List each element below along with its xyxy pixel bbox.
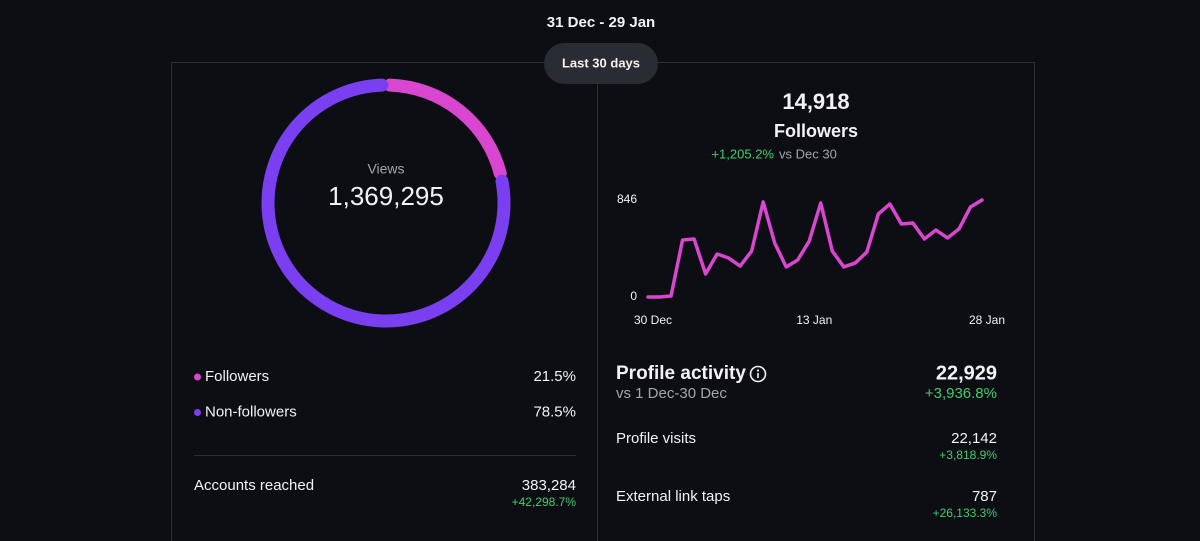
donut-center-label: Views [367, 161, 404, 177]
accounts-reached-change: +42,298.7% [512, 495, 577, 509]
profile-activity-subtitle: vs 1 Dec-30 Dec [616, 385, 727, 402]
profile-activity-total: 22,929 [936, 362, 997, 384]
legend-label: Followers [205, 368, 269, 385]
followers-comparison: vs Dec 30 [779, 146, 837, 161]
followers-count: 14,918 [782, 89, 849, 114]
profile-activity-title: Profile activity [616, 363, 746, 384]
period-button[interactable] [544, 43, 658, 84]
legend-label: Non-followers [205, 403, 297, 420]
row-value: 22,142 [951, 430, 997, 447]
row-label: External link taps [616, 488, 730, 505]
views-donut [261, 78, 511, 328]
donut-center-value: 1,369,295 [328, 181, 444, 211]
x-tick-label: 28 Jan [969, 313, 1005, 327]
accounts-reached-value: 383,284 [522, 477, 576, 494]
accounts-reached-label: Accounts reached [194, 477, 314, 494]
line-series [646, 198, 984, 299]
period-button-label[interactable]: Last 30 days [562, 55, 640, 70]
y-tick-label: 0 [630, 289, 637, 303]
profile-activity-change: +3,936.8% [925, 385, 997, 402]
row-value: 787 [972, 488, 997, 505]
x-tick-label: 13 Jan [796, 313, 832, 327]
legend-value: 78.5% [533, 403, 576, 420]
followers-change: +1,205.2% [711, 146, 774, 161]
legend-dot [194, 409, 201, 416]
x-tick-label: 30 Dec [634, 313, 672, 327]
followers-line-chart: 0 846 30 Dec 13 Jan 28 Jan [617, 192, 1005, 327]
followers-label: Followers [774, 121, 858, 141]
legend-value: 21.5% [533, 368, 576, 385]
info-icon[interactable] [749, 365, 767, 383]
row-change: +26,133.3% [933, 506, 998, 520]
y-tick-label: 846 [617, 192, 637, 206]
donut-segment [261, 78, 511, 328]
row-change: +3,818.9% [939, 448, 997, 462]
row-label: Profile visits [616, 430, 696, 447]
donut-legend: Followers 21.5% Non-followers 78.5% [194, 368, 576, 420]
legend-dot [194, 373, 201, 381]
donut-segment [383, 78, 507, 180]
date-range: 31 Dec - 29 Jan [547, 14, 655, 31]
panel-border [171, 62, 1035, 541]
